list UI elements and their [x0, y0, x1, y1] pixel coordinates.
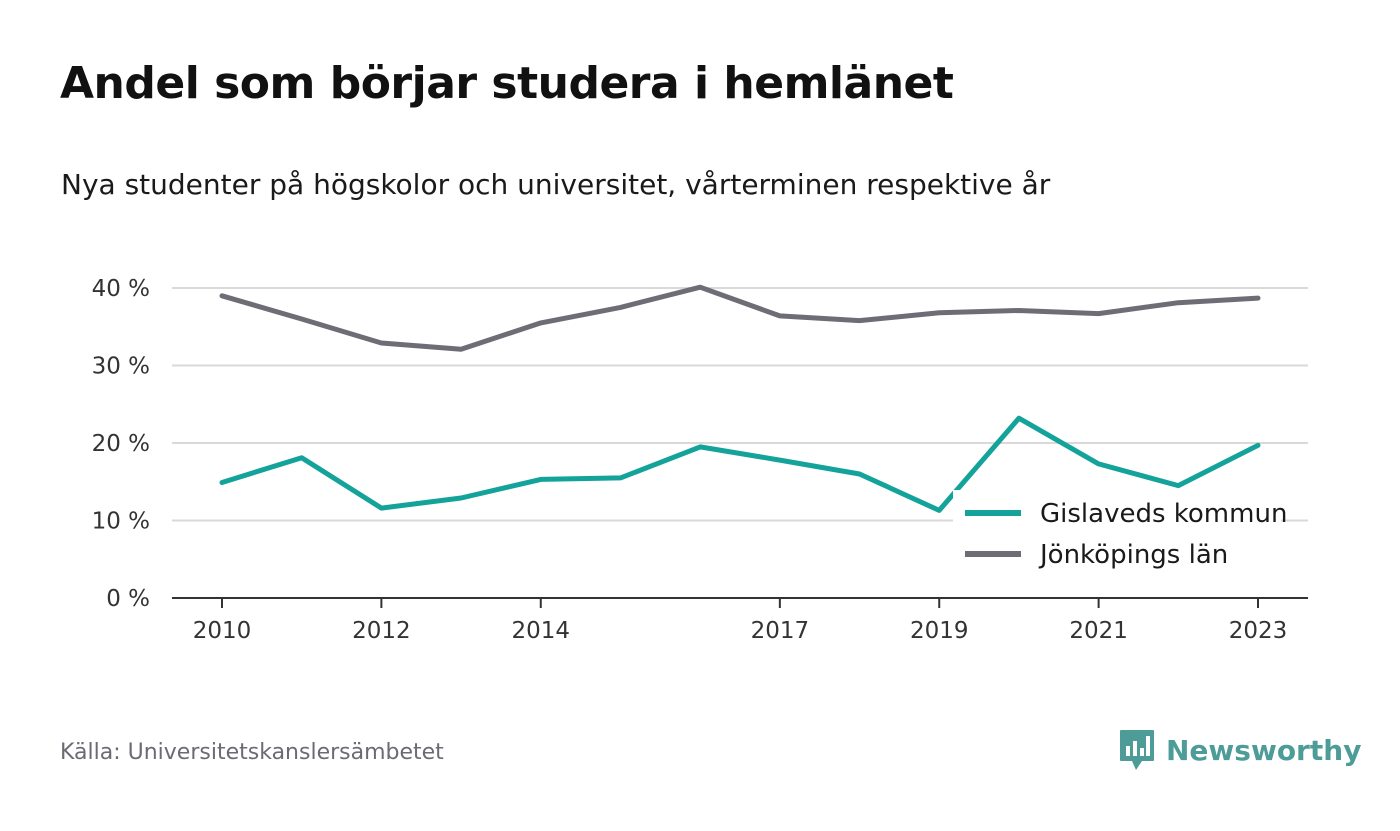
- y-tick-label: 0 %: [106, 586, 150, 612]
- chart-title: Andel som börjar studera i hemlänet: [60, 58, 954, 109]
- axes: 0 % 10 % 20 % 30 % 40 % 2010 2012 2014 2017 2019 2…: [92, 276, 1308, 644]
- y-tick-label: 40 %: [92, 276, 150, 302]
- x-tick-label: 2019: [910, 618, 969, 644]
- y-tick-label: 20 %: [92, 431, 150, 457]
- y-tick-label: 10 %: [92, 509, 150, 535]
- x-tick-label: 2023: [1229, 618, 1288, 644]
- x-tick-label: 2014: [511, 618, 570, 644]
- series-lines: [219, 284, 1261, 513]
- series-line-j-nk-pings-l-n: [219, 284, 1261, 352]
- series-line-gislaveds-kommun: [219, 415, 1261, 513]
- x-tick-label: 2012: [352, 618, 411, 644]
- legend: Gislaveds kommun Jönköpings län: [953, 490, 1287, 580]
- y-tick-label: 30 %: [92, 354, 150, 380]
- brand-name: Newsworthy: [1166, 733, 1362, 767]
- x-tick-label: 2021: [1069, 618, 1128, 644]
- x-tick-label: 2010: [193, 618, 252, 644]
- chart-subtitle: Nya studenter på högskolor och universit…: [61, 168, 1051, 201]
- legend-background: [953, 490, 1281, 580]
- legend-label: Gislaveds kommun: [1040, 499, 1287, 529]
- newsworthy-logo-icon: [1120, 730, 1154, 770]
- x-tick-label: 2017: [751, 618, 810, 644]
- brand-logo: Newsworthy: [1118, 728, 1361, 772]
- legend-label: Jönköpings län: [1038, 540, 1228, 570]
- source-note: Källa: Universitetskanslersämbetet: [60, 740, 444, 765]
